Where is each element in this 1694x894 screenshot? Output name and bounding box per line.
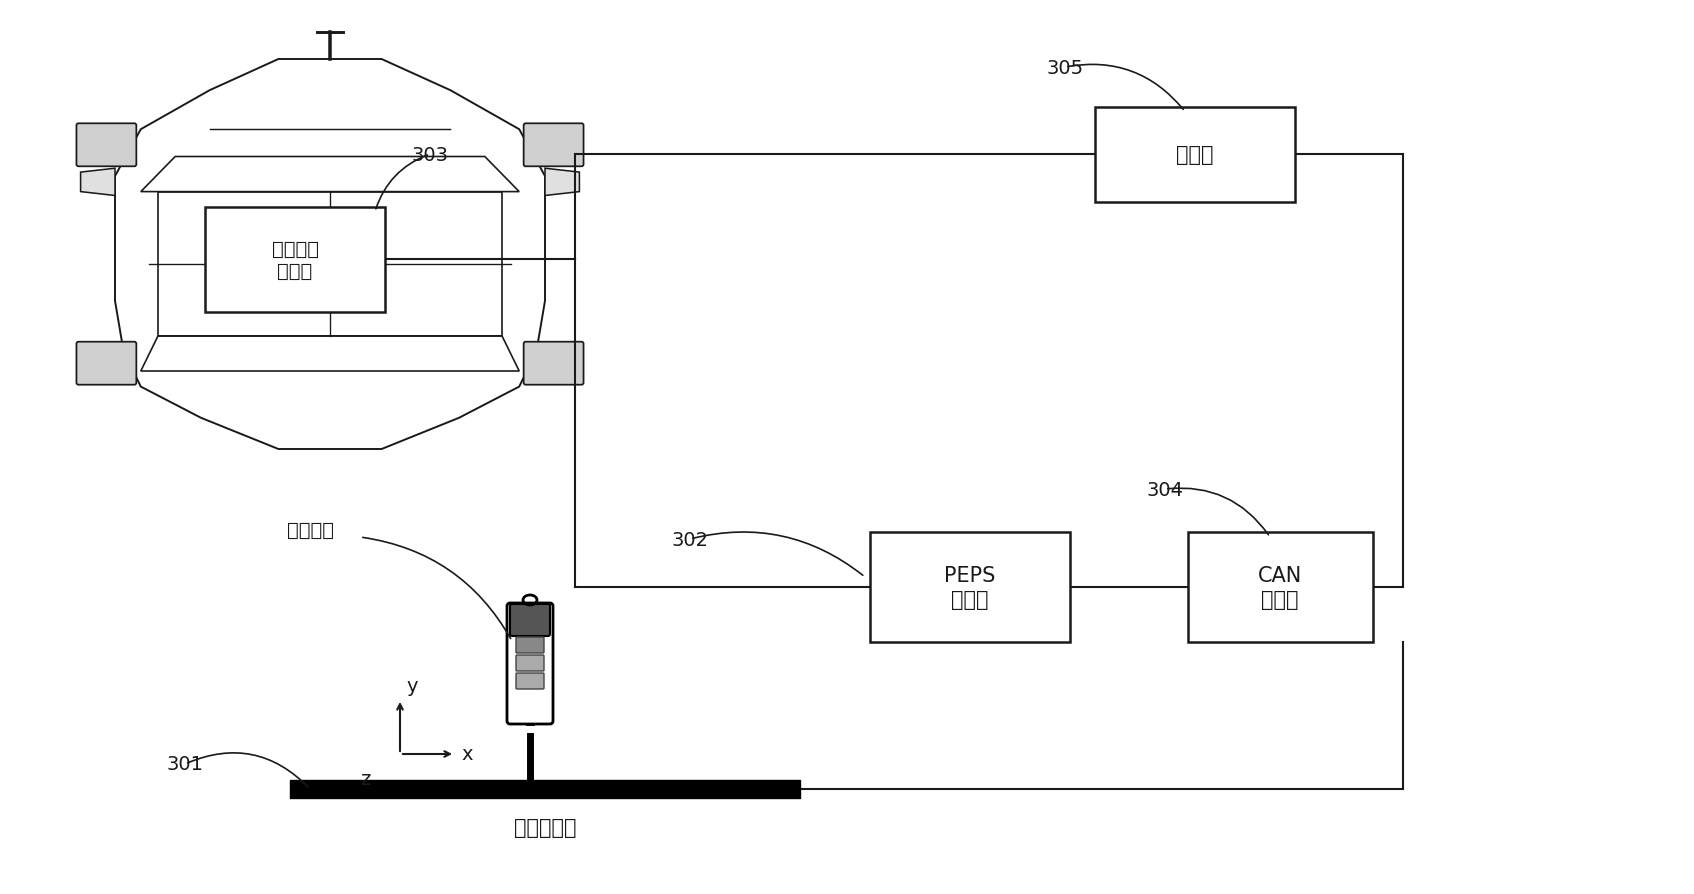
FancyBboxPatch shape xyxy=(523,342,583,385)
Polygon shape xyxy=(545,169,579,197)
FancyBboxPatch shape xyxy=(871,533,1071,642)
Text: 低频信号
发生器: 低频信号 发生器 xyxy=(271,240,318,280)
Text: 304: 304 xyxy=(1147,480,1184,499)
Text: 301: 301 xyxy=(166,755,203,773)
Text: CAN
通信器: CAN 通信器 xyxy=(1259,566,1303,609)
FancyBboxPatch shape xyxy=(205,207,385,312)
FancyBboxPatch shape xyxy=(517,655,544,671)
FancyBboxPatch shape xyxy=(1187,533,1372,642)
FancyBboxPatch shape xyxy=(510,604,551,637)
Text: z: z xyxy=(359,770,371,789)
Text: x: x xyxy=(461,745,473,763)
Polygon shape xyxy=(81,169,115,197)
FancyBboxPatch shape xyxy=(517,673,544,689)
FancyBboxPatch shape xyxy=(1094,107,1294,202)
FancyBboxPatch shape xyxy=(76,124,136,167)
FancyBboxPatch shape xyxy=(507,603,552,724)
Polygon shape xyxy=(115,60,545,450)
Text: 三维定位仪: 三维定位仪 xyxy=(513,817,576,837)
FancyBboxPatch shape xyxy=(76,342,136,385)
Text: 智能钥匙: 智能钥匙 xyxy=(286,520,334,539)
Text: 302: 302 xyxy=(671,530,708,549)
Text: PEPS
控制器: PEPS 控制器 xyxy=(944,566,996,609)
Text: 305: 305 xyxy=(1047,58,1084,78)
FancyBboxPatch shape xyxy=(517,637,544,654)
Text: y: y xyxy=(407,676,417,696)
Text: 303: 303 xyxy=(412,146,449,164)
Text: 工控机: 工控机 xyxy=(1176,145,1213,164)
FancyBboxPatch shape xyxy=(523,124,583,167)
